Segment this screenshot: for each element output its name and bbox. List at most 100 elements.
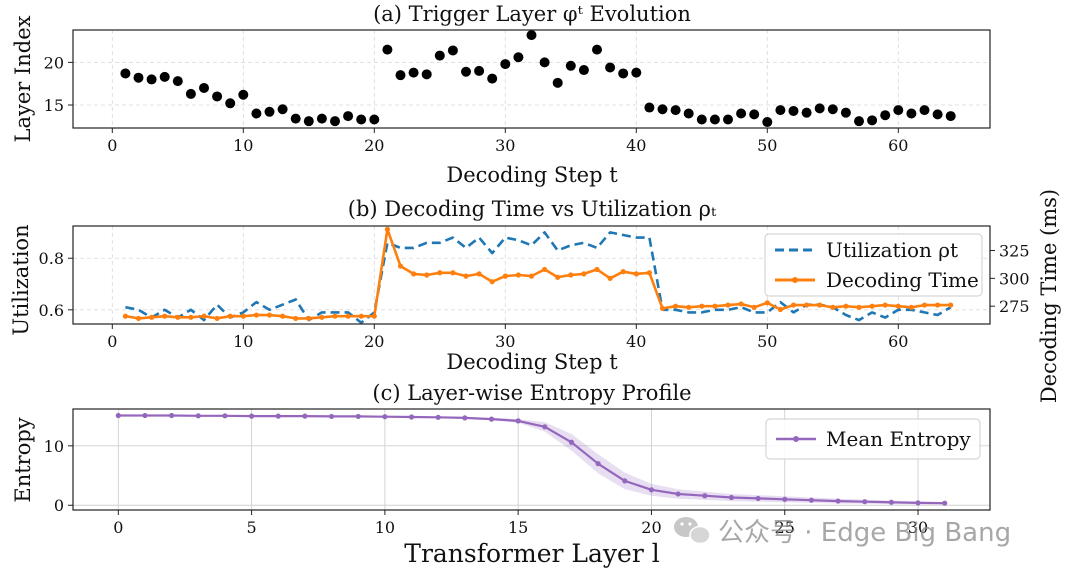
panel-a-ylabel: Layer Index [11,15,35,142]
trigger-layer-point [565,60,576,71]
decoding-time-point [673,303,679,309]
trigger-layer-point [133,72,144,83]
decoding-time-point [280,313,286,319]
trigger-layer-point [592,44,602,55]
mean-entropy-point [249,413,255,419]
c-xtick-label: 20 [641,518,661,537]
panel-c-xticks: 0 5 10 15 20 25 30 [113,510,928,537]
wechat-icon [674,517,711,545]
decoding-time-point [384,226,390,232]
mean-entropy-point [595,461,601,467]
mean-entropy-point [782,496,788,502]
a-ytick-label: 20 [44,53,64,72]
decoding-time-point [253,312,259,318]
panel-c-ylabel: Entropy [11,417,35,502]
panel-b-xticks: 0 10 20 30 40 50 60 [107,324,908,351]
decoding-time-point [528,273,535,279]
legend-decoding-time-label: Decoding Time [826,268,979,292]
decoding-time-point [712,303,718,309]
decoding-time-point [725,302,731,308]
a-xtick-label: 0 [107,136,117,155]
mean-entropy-point [222,413,228,419]
mean-entropy-point [435,414,441,420]
trigger-layer-point [185,88,196,99]
trigger-layer-point [919,105,930,116]
panel-a-grid [73,30,990,128]
decoding-time-point [397,263,404,269]
mean-entropy-line [118,414,945,505]
trigger-layer-point [854,116,864,127]
trigger-layer-point [447,45,458,56]
trigger-layer-point [172,76,183,87]
decoding-time-point [620,269,626,275]
trigger-layer-point [683,108,694,119]
decoding-time-point [856,304,862,310]
mean-entropy-point [328,413,335,420]
b-xtick-label: 60 [888,332,908,351]
trigger-layer-point [212,91,223,102]
b-xtick-label: 40 [626,332,646,351]
panel-a-frame [72,29,991,129]
trigger-layer-point [709,114,720,125]
c-xtick-label: 10 [375,518,395,537]
decoding-time-point [764,300,770,306]
decoding-time-point [921,302,928,308]
decoding-time-point [424,272,430,278]
mean-entropy-point [675,491,681,497]
mean-entropy-point [648,487,655,493]
panel-c-points [115,412,948,506]
legend-mean-entropy-marker [793,436,799,442]
decoding-time-point [948,302,954,308]
trigger-layer-point [159,71,170,82]
panel-c-frame [72,408,991,511]
decoding-time-point [607,275,613,281]
a-ytick-label: 15 [44,96,64,115]
trigger-layer-line [125,35,950,122]
a-xtick-label: 20 [364,136,384,155]
trigger-layer-point [382,44,393,55]
panel-c: (c) Layer-wise Entropy Profile 0 5 10 15 20 2… [11,381,991,568]
trigger-layer-point [644,102,655,113]
mean-entropy-point [542,424,548,430]
watermark: 公众号 · Edge Big Bang [674,517,1011,548]
b-xtick-label: 30 [495,332,515,351]
trigger-layer-point [736,108,747,119]
trigger-layer-point [500,59,511,70]
trigger-layer-point [762,117,773,128]
trigger-layer-point [513,52,524,63]
decoding-time-point [489,279,495,285]
panel-b-frame [72,225,991,325]
trigger-layer-point [120,68,131,79]
decoding-time-point [345,313,351,319]
c-ytick-label: 0 [54,496,64,515]
trigger-layer-point [264,106,275,117]
decoding-time-point [830,304,836,310]
trigger-layer-point [356,114,367,125]
decoding-time-point [358,313,364,319]
c-xtick-label: 25 [775,518,795,537]
panel-c-xlabel: Transformer Layer l [404,539,659,568]
trigger-layer-point [487,73,498,84]
mean-entropy-point [408,414,415,420]
panel-b-legend: Utilization ρt Decoding Time [764,233,983,297]
panel-a-xlabel: Decoding Step t [446,163,618,187]
panel-b-lines [125,228,952,324]
decoding-time-point [908,304,915,310]
trigger-layer-point [723,114,733,125]
decoding-time-line [125,228,951,320]
trigger-layer-point [552,77,563,88]
mean-entropy-point [942,500,948,506]
mean-entropy-point [915,500,921,506]
decoding-time-point [332,313,338,319]
trigger-layer-point [251,108,262,119]
trigger-layer-point [893,105,904,116]
a-xtick-label: 40 [626,136,646,155]
decoding-time-point [790,302,797,308]
trigger-layer-point [330,116,340,127]
legend-decoding-time-marker [792,277,798,283]
trigger-layer-point [880,110,891,121]
trigger-layer-point [631,67,642,78]
trigger-layer-point [814,103,825,114]
trigger-layer-point [932,109,943,120]
